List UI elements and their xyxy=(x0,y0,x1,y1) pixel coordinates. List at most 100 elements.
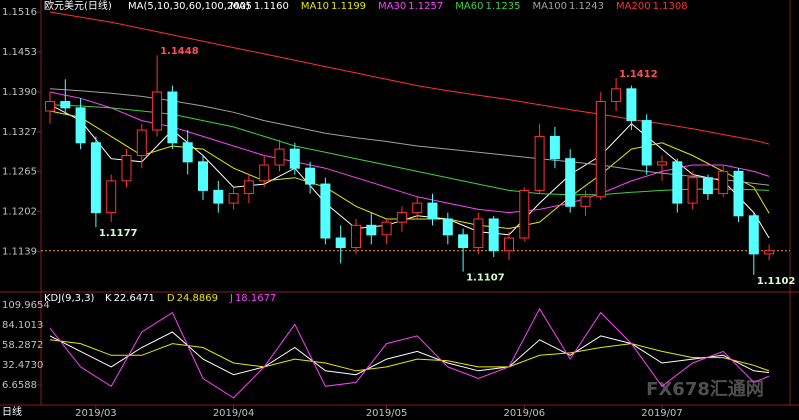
legend-name: K xyxy=(105,293,112,304)
x-tick-label: 2019/05 xyxy=(366,408,408,419)
candle-body xyxy=(580,196,591,207)
x-tick-label: 2019/06 xyxy=(504,408,546,419)
candle-body xyxy=(519,189,530,239)
y-tick-label: 1.1390 xyxy=(2,87,37,98)
legend-name: MA30 xyxy=(378,1,406,12)
legend-entry: MA2001.1308 xyxy=(616,1,688,12)
kdj-line xyxy=(49,307,770,399)
candle-body xyxy=(504,237,514,252)
legend-value: 1.1160 xyxy=(254,1,289,12)
ma-line xyxy=(49,11,770,145)
candle-body xyxy=(335,237,346,249)
candle-body xyxy=(458,234,469,249)
legend-value: 18.1677 xyxy=(235,293,276,304)
candle-body xyxy=(412,202,423,214)
legend-value: 1.1235 xyxy=(485,1,520,12)
candle-body xyxy=(136,129,147,156)
legend-name: J xyxy=(229,293,233,304)
legend-value: 1.1257 xyxy=(408,1,443,12)
period-label: 日线 xyxy=(2,405,22,418)
legend-entry: MA301.1257 xyxy=(378,1,443,12)
candle-body xyxy=(534,135,545,191)
candle-body xyxy=(733,170,744,217)
candle-body xyxy=(60,101,71,109)
kdj-line xyxy=(49,339,770,372)
header: 欧元美元(日线) MA(5,10,30,60,100,200) KDJ(9,3,… xyxy=(44,0,688,304)
candle-body xyxy=(228,193,239,204)
candle-body xyxy=(595,101,606,198)
legend-name: MA200 xyxy=(616,1,651,12)
candle-body xyxy=(381,221,392,236)
candle-body xyxy=(764,250,775,255)
legend-name: MA10 xyxy=(301,1,329,12)
x-tick-label: 2019/07 xyxy=(641,408,683,419)
legend-name: MA100 xyxy=(532,1,567,12)
legend-entry: MA601.1235 xyxy=(455,1,520,12)
candle-body xyxy=(549,135,560,160)
y-tick-label: 58.2872 xyxy=(2,340,43,351)
legend-entry: D24.8869 xyxy=(167,293,218,304)
indicator-label: MA(5,10,30,60,100,200) xyxy=(128,1,250,12)
legend-name: D xyxy=(167,293,175,304)
candle-body xyxy=(748,215,759,255)
candle-body xyxy=(198,161,208,191)
candle-body xyxy=(427,202,438,220)
candle-body xyxy=(718,170,729,195)
y-tick-label: 1.1139 xyxy=(2,246,37,257)
annotation: 1.1448 xyxy=(160,46,199,57)
candle-body xyxy=(75,107,86,144)
legend-entry: MA101.1199 xyxy=(301,1,366,12)
candle-body xyxy=(442,218,453,236)
candle-body xyxy=(289,148,300,169)
candle-body xyxy=(611,88,622,103)
y-tick-label: 6.6588 xyxy=(2,380,37,391)
candle-body xyxy=(90,142,101,214)
annotation: 1.1107 xyxy=(466,273,505,284)
candle-body xyxy=(396,212,407,223)
candle-body xyxy=(274,148,285,166)
candle-body xyxy=(565,158,576,207)
legend-name: MA60 xyxy=(455,1,483,12)
candle-body xyxy=(672,161,683,204)
legend-entry: J18.1677 xyxy=(229,293,276,304)
legend-entry: MA51.1160 xyxy=(230,1,289,12)
candle-body xyxy=(473,218,484,249)
annotation: 1.1177 xyxy=(99,228,138,239)
y-tick-label: 1.1516 xyxy=(2,7,37,18)
y-tick-label: 32.4730 xyxy=(2,360,43,371)
candle-body xyxy=(488,218,499,252)
legend-value: 1.1308 xyxy=(653,1,688,12)
x-tick-label: 2019/03 xyxy=(75,408,117,419)
candle-body xyxy=(305,167,316,185)
annotation: 1.1102 xyxy=(757,276,796,287)
candle-body xyxy=(366,224,377,236)
candle-body xyxy=(243,180,254,195)
legend-value: 1.1199 xyxy=(331,1,366,12)
candle-body xyxy=(152,91,163,131)
candle-body xyxy=(687,177,698,204)
kdj-title: KDJ(9,3,3) xyxy=(44,293,95,304)
candle-body xyxy=(182,142,193,163)
y-tick-label: 1.1453 xyxy=(2,47,37,58)
annotation: 1.1412 xyxy=(619,69,658,80)
y-tick-label: 1.1265 xyxy=(2,166,37,177)
y-tick-label: 1.1327 xyxy=(2,127,37,138)
legend-value: 24.8869 xyxy=(177,293,218,304)
candle-body xyxy=(106,180,117,214)
watermark: FX678汇通网 xyxy=(646,379,764,400)
candle-body xyxy=(259,164,270,182)
legend-entry: MA1001.1243 xyxy=(532,1,604,12)
y-tick-label: 109.9654 xyxy=(2,300,50,311)
candle-body xyxy=(121,154,132,182)
candle-body xyxy=(320,183,331,239)
candle-body xyxy=(45,101,55,112)
legend-entry: K22.6471 xyxy=(105,293,155,304)
chart-title: 欧元美元(日线) xyxy=(44,0,112,12)
legend-name: MA5 xyxy=(230,1,252,12)
candle-body xyxy=(167,91,178,144)
legend-value: 1.1243 xyxy=(569,1,604,12)
candle-body xyxy=(351,224,361,249)
candle-body xyxy=(626,88,637,122)
